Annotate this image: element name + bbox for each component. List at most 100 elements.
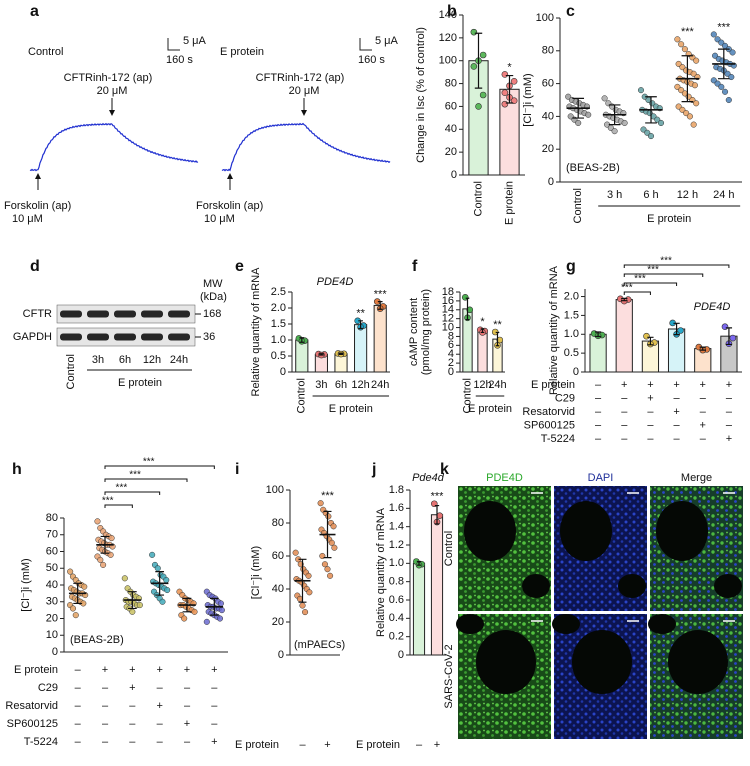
y-tick-label: 80 bbox=[46, 512, 58, 524]
data-point bbox=[216, 615, 224, 622]
condition-label: Control bbox=[443, 531, 455, 566]
significance-bracket bbox=[104, 491, 161, 495]
y-tick-label: 10 bbox=[442, 321, 454, 333]
y-tick-label: 16 bbox=[442, 295, 454, 307]
blot-band bbox=[60, 333, 82, 341]
condition-mark: – bbox=[416, 739, 423, 751]
lumen bbox=[668, 630, 728, 694]
y-tick-label: 10 bbox=[46, 629, 58, 641]
condition-mark: + bbox=[184, 664, 190, 676]
y-tick-label: 0 bbox=[280, 366, 286, 378]
x-tick-label: 3h bbox=[315, 379, 327, 391]
data-point bbox=[299, 602, 306, 609]
error-bar bbox=[182, 597, 192, 613]
condition-mark: – bbox=[75, 664, 82, 676]
bar bbox=[615, 299, 633, 373]
error-bar bbox=[572, 97, 585, 119]
data-point bbox=[501, 100, 509, 108]
panel-label: j bbox=[371, 461, 376, 478]
error-bar bbox=[73, 582, 83, 605]
y-tick-label: 100 bbox=[536, 12, 554, 24]
condition-mark: – bbox=[75, 700, 82, 712]
error-bar bbox=[377, 301, 383, 310]
lumen bbox=[476, 630, 536, 694]
condition-mark: + bbox=[434, 739, 440, 751]
panel-label: a bbox=[30, 3, 39, 20]
error-bar bbox=[647, 336, 654, 346]
lumen bbox=[572, 630, 632, 694]
data-point bbox=[163, 576, 170, 584]
condition-mark: – bbox=[621, 406, 628, 418]
condition-mark: – bbox=[157, 682, 164, 694]
condition-mark: – bbox=[674, 392, 681, 404]
condition-mark: – bbox=[726, 392, 733, 404]
error-bar bbox=[338, 352, 344, 355]
band-name: CFTR bbox=[23, 308, 52, 320]
group-label: E protein bbox=[647, 213, 691, 225]
condition-mark: + bbox=[647, 379, 653, 391]
group-label: E protein bbox=[329, 403, 373, 415]
error-bar bbox=[298, 558, 307, 603]
panel-label: b bbox=[447, 3, 457, 20]
error-bar bbox=[416, 560, 422, 566]
data-point bbox=[466, 306, 474, 314]
y-axis-label: Relative quantity of mRNA bbox=[250, 267, 262, 397]
time-scale: 160 s bbox=[166, 54, 193, 66]
y-tick-label: 0.5 bbox=[564, 347, 579, 359]
activator-label: Forskolin (ap) bbox=[196, 200, 263, 212]
data-point bbox=[729, 49, 736, 56]
y-tick-label: 4 bbox=[448, 348, 454, 360]
condition-mark: – bbox=[647, 406, 654, 418]
error-bar bbox=[465, 297, 470, 321]
lumen bbox=[464, 501, 516, 561]
x-tick-label: 3 h bbox=[607, 189, 622, 201]
x-tick-label: 24h bbox=[488, 379, 506, 391]
y-tick-label: 0 bbox=[548, 176, 554, 188]
group-label: E protein bbox=[468, 403, 512, 415]
condition-mark: + bbox=[647, 392, 653, 404]
data-point bbox=[136, 602, 143, 609]
error-bar bbox=[699, 346, 706, 351]
data-point bbox=[693, 100, 700, 107]
inhibitor-dose: 20 μM bbox=[289, 85, 320, 97]
panel-label: c bbox=[566, 3, 575, 20]
error-bar bbox=[673, 322, 680, 336]
condition-name: C29 bbox=[38, 682, 58, 694]
x-tick-label: 24 h bbox=[713, 189, 734, 201]
x-tick-label: Control bbox=[472, 181, 484, 216]
y-tick-label: 2.5 bbox=[271, 286, 286, 298]
condition-name: T-5224 bbox=[541, 433, 575, 445]
data-point bbox=[677, 327, 684, 334]
condition-mark: – bbox=[184, 736, 191, 748]
lane-label: Control bbox=[65, 354, 77, 389]
y-axis-label: Relative quantity of mRNA bbox=[548, 265, 560, 395]
x-tick-label: 6 h bbox=[643, 189, 658, 201]
data-point bbox=[97, 556, 104, 563]
data-point bbox=[681, 46, 688, 53]
data-point bbox=[203, 618, 210, 625]
blot-band bbox=[87, 310, 109, 318]
current-scale: 5 μA bbox=[183, 35, 207, 47]
inhibitor-label: CFTRinh-172 (ap) bbox=[256, 72, 345, 84]
lumen bbox=[714, 574, 742, 598]
error-bar bbox=[474, 32, 483, 89]
condition-mark: + bbox=[726, 379, 732, 391]
significance-bracket bbox=[623, 273, 704, 277]
mw-label: MW bbox=[203, 278, 223, 290]
condition-mark: – bbox=[621, 433, 628, 445]
y-tick-label: 0 bbox=[52, 646, 58, 658]
condition-name: E protein bbox=[235, 739, 279, 751]
y-tick-label: 8 bbox=[448, 330, 454, 342]
y-tick-label: 0 bbox=[451, 169, 457, 181]
condition-mark: + bbox=[156, 664, 162, 676]
data-point bbox=[475, 103, 482, 110]
condition-mark: + bbox=[726, 433, 732, 445]
error-bar bbox=[100, 535, 110, 554]
lane-label: 24h bbox=[170, 354, 188, 366]
data-point bbox=[302, 609, 309, 616]
error-bar bbox=[323, 510, 332, 559]
bar bbox=[589, 333, 607, 373]
condition-mark: – bbox=[595, 379, 602, 391]
